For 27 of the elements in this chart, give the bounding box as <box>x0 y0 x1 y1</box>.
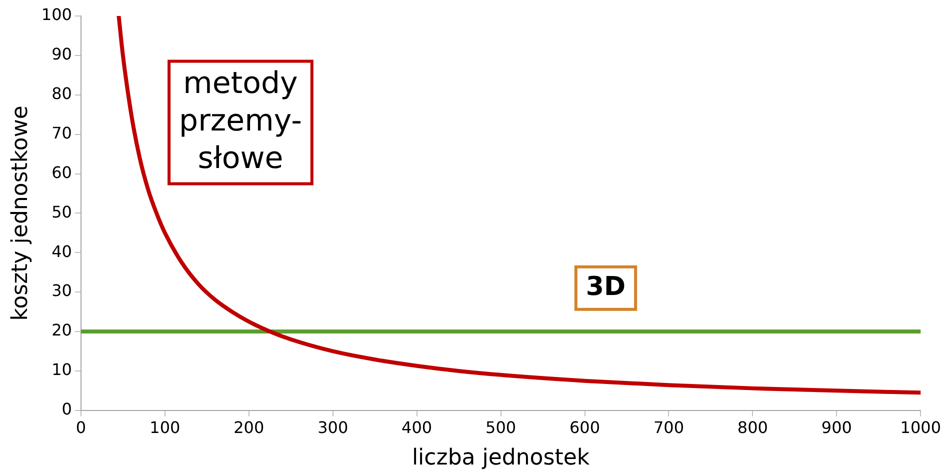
x-tick-label: 400 <box>402 418 432 438</box>
x-tick-label: 500 <box>486 418 516 438</box>
x-axis-title: liczba jednostek <box>412 446 590 471</box>
x-tick-label: 300 <box>318 418 348 438</box>
y-tick-label: 70 <box>52 123 72 142</box>
line-series <box>116 16 921 395</box>
y-tick-label: 80 <box>52 84 72 104</box>
x-tick-label: 700 <box>653 418 684 438</box>
y-tick-label: 40 <box>52 242 72 261</box>
x-tick-label: 800 <box>737 418 768 438</box>
x-tick-label: 1000 <box>900 418 941 438</box>
x-tick-label: 100 <box>150 418 180 438</box>
series-label: 3D <box>586 272 626 302</box>
series-label: metody przemy-słowe <box>179 66 302 176</box>
x-tick-label: 600 <box>569 418 600 438</box>
x-tick-label: 0 <box>76 418 86 438</box>
y-tick-label: 20 <box>52 320 72 340</box>
x-tick-label: 900 <box>821 418 852 438</box>
y-tick-label: 10 <box>52 360 72 380</box>
y-tick-label: 30 <box>52 281 72 300</box>
y-tick-label: 50 <box>52 202 72 222</box>
y-tick-label: 100 <box>41 5 72 24</box>
x-tick-label: 200 <box>234 418 264 438</box>
y-tick-label: 0 <box>62 400 72 419</box>
y-tick-label: 90 <box>52 44 72 64</box>
y-tick-label: 60 <box>52 162 72 182</box>
y-axis-title: koszty jednostkowe <box>8 106 33 321</box>
